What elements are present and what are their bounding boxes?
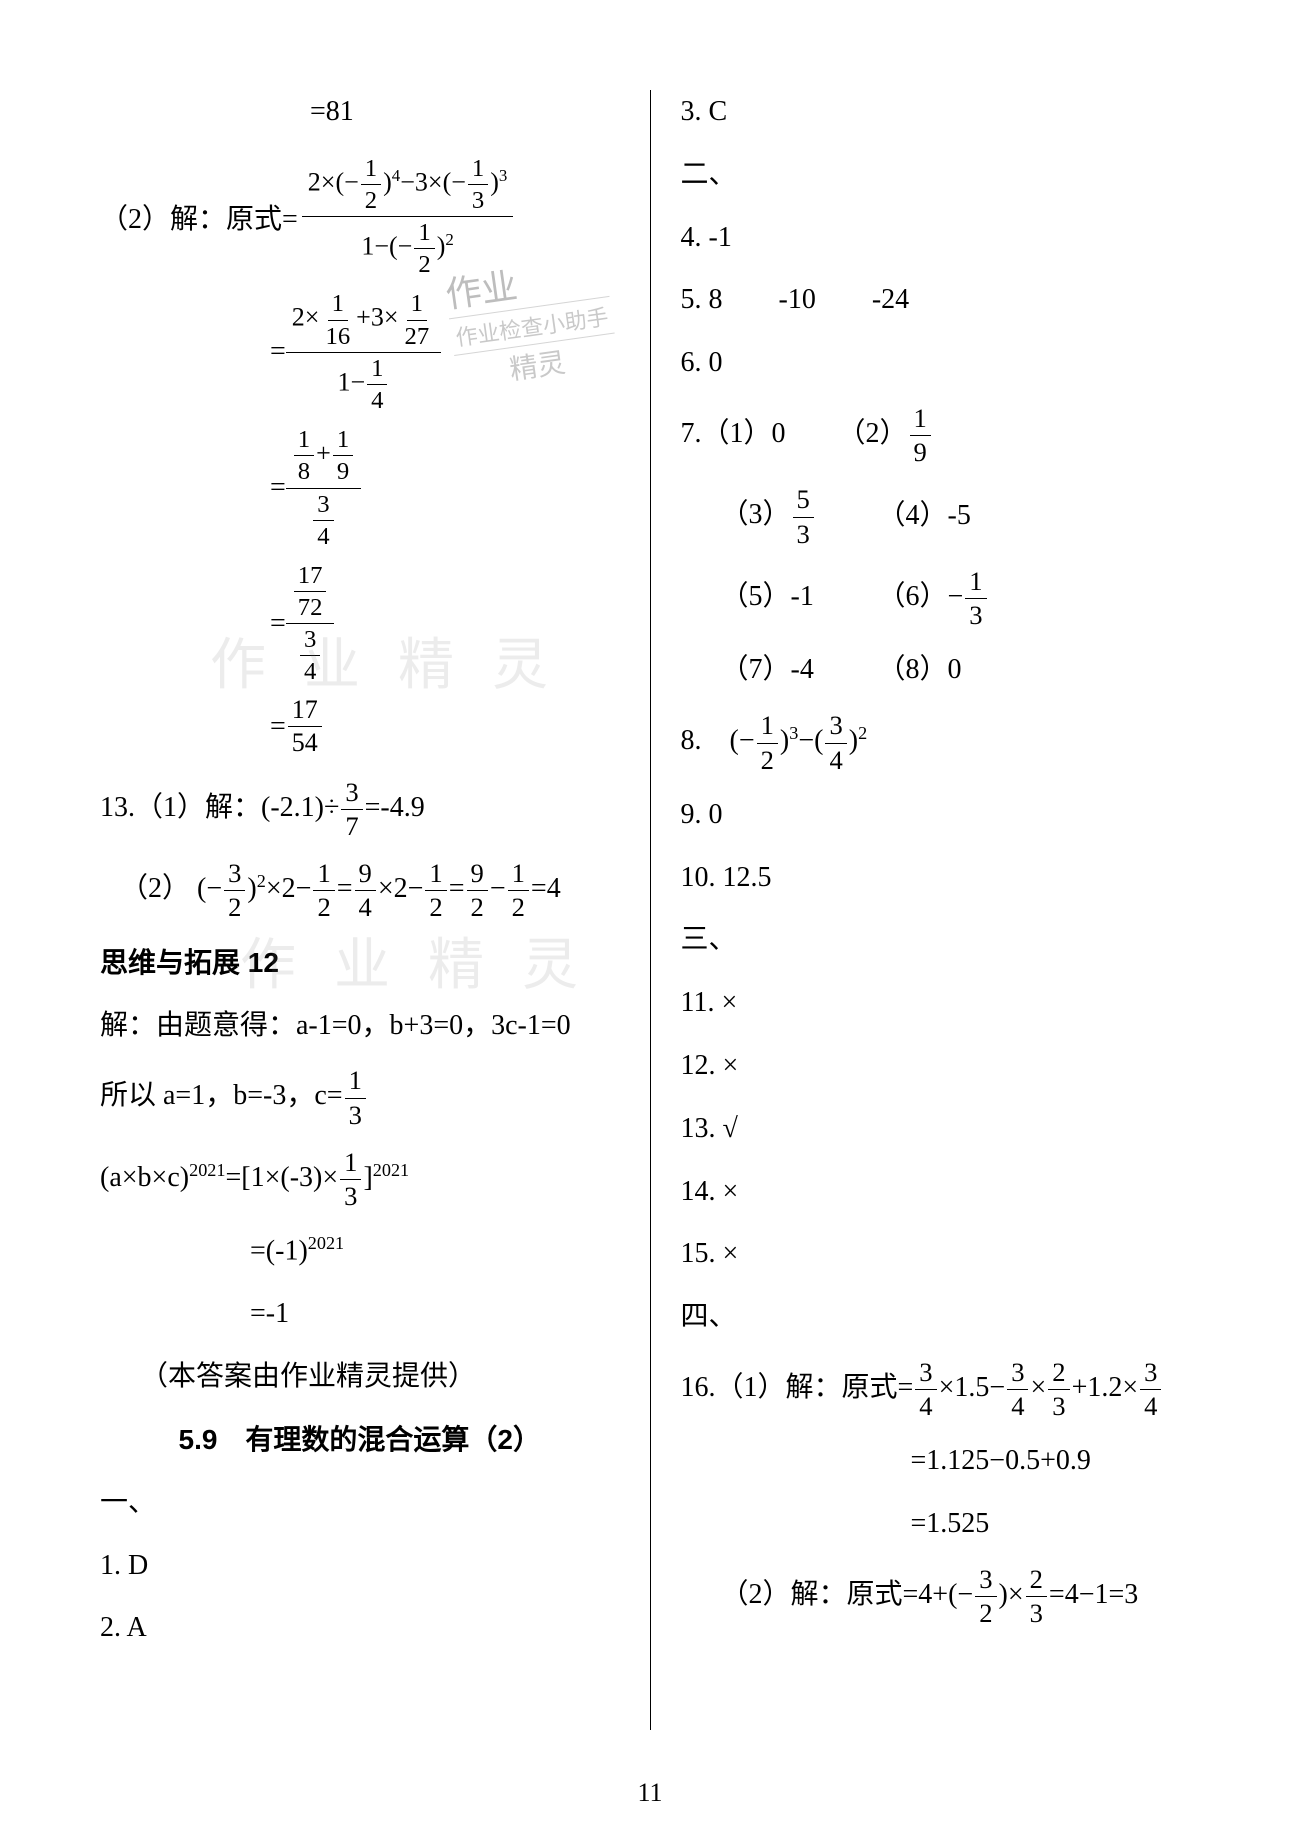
answer-11: 11. × <box>681 981 1201 1026</box>
problem-2-step3: = 18+19 34 <box>100 424 620 552</box>
answer-12: 12. × <box>681 1044 1201 1089</box>
answer-15: 15. × <box>681 1232 1201 1277</box>
answer-4: 4. -1 <box>681 216 1201 261</box>
sol-step: =(-1)2021 <box>100 1229 620 1274</box>
section-3: 三、 <box>681 918 1201 963</box>
answer-8: 8. (−12)3−(34)2 <box>681 711 1201 775</box>
answer-16-2: （2）解：原式=4+(−32)×23=4−1=3 <box>681 1565 1201 1629</box>
page-columns: =81 （2）解：原式= 2×(−12)4−3×(−13)3 1−(−12)2 … <box>80 90 1220 1730</box>
answer-16-1-s2: =1.125−0.5+0.9 <box>681 1439 1201 1484</box>
problem-2-step5: = 1754 <box>100 696 620 758</box>
answer-16-1-s3: =1.525 <box>681 1502 1201 1547</box>
eq-result-81: =81 <box>100 90 620 135</box>
page-number: 11 <box>637 1778 662 1808</box>
section-4: 四、 <box>681 1295 1201 1340</box>
answer-7-row3: （5）-1 （6）−13 <box>681 567 1201 631</box>
answer-5: 5. 8 -10 -24 <box>681 278 1201 323</box>
problem-2-step1: （2）解：原式= 2×(−12)4−3×(−13)3 1−(−12)2 <box>100 153 620 281</box>
answer-credit: （本答案由作业精灵提供） <box>100 1355 620 1400</box>
answer-7-row4: （7）-4 （8）0 <box>681 648 1201 693</box>
answer-10: 10. 12.5 <box>681 856 1201 901</box>
answer-9: 9. 0 <box>681 793 1201 838</box>
answer-2: 2. A <box>100 1606 620 1651</box>
problem-13-1: 13.（1）解：(-2.1)÷37=-4.9 <box>100 778 620 842</box>
section-1: 一、 <box>100 1481 620 1526</box>
heading-5-9: 5.9 有理数的混合运算（2） <box>100 1418 620 1463</box>
answer-3: 3. C <box>681 90 1201 135</box>
answer-7-row1: 7.（1）0 （2）19 <box>681 404 1201 468</box>
answer-6: 6. 0 <box>681 341 1201 386</box>
answer-16-1: 16.（1）解：原式=34×1.5−34×23+1.2×34 <box>681 1358 1201 1422</box>
right-column: 3. C 二、 4. -1 5. 8 -10 -24 6. 0 7.（1）0 （… <box>651 90 1221 1730</box>
heading-thinking-12: 思维与拓展 12 <box>100 941 620 986</box>
sol-therefore: 所以 a=1，b=-3，c=13 <box>100 1066 620 1130</box>
problem-2-step4: = 1772 34 <box>100 560 620 688</box>
answer-14: 14. × <box>681 1170 1201 1215</box>
problem-13-2: （2） (−32)2×2−12=94×2−12=92−12=4 <box>100 859 620 923</box>
sol-result: =-1 <box>100 1292 620 1337</box>
left-column: =81 （2）解：原式= 2×(−12)4−3×(−13)3 1−(−12)2 … <box>80 90 651 1730</box>
problem-2-step2: = 2×116+3×127 1−14 <box>100 288 620 416</box>
answer-1: 1. D <box>100 1544 620 1589</box>
answer-7-row2: （3）53 （4）-5 <box>681 485 1201 549</box>
sol-product: (a×b×c)2021=[1×(-3)×13]2021 <box>100 1148 620 1212</box>
answer-13: 13. √ <box>681 1107 1201 1152</box>
sol-given: 解：由题意得：a-1=0，b+3=0，3c-1=0 <box>100 1004 620 1049</box>
section-2: 二、 <box>681 153 1201 198</box>
